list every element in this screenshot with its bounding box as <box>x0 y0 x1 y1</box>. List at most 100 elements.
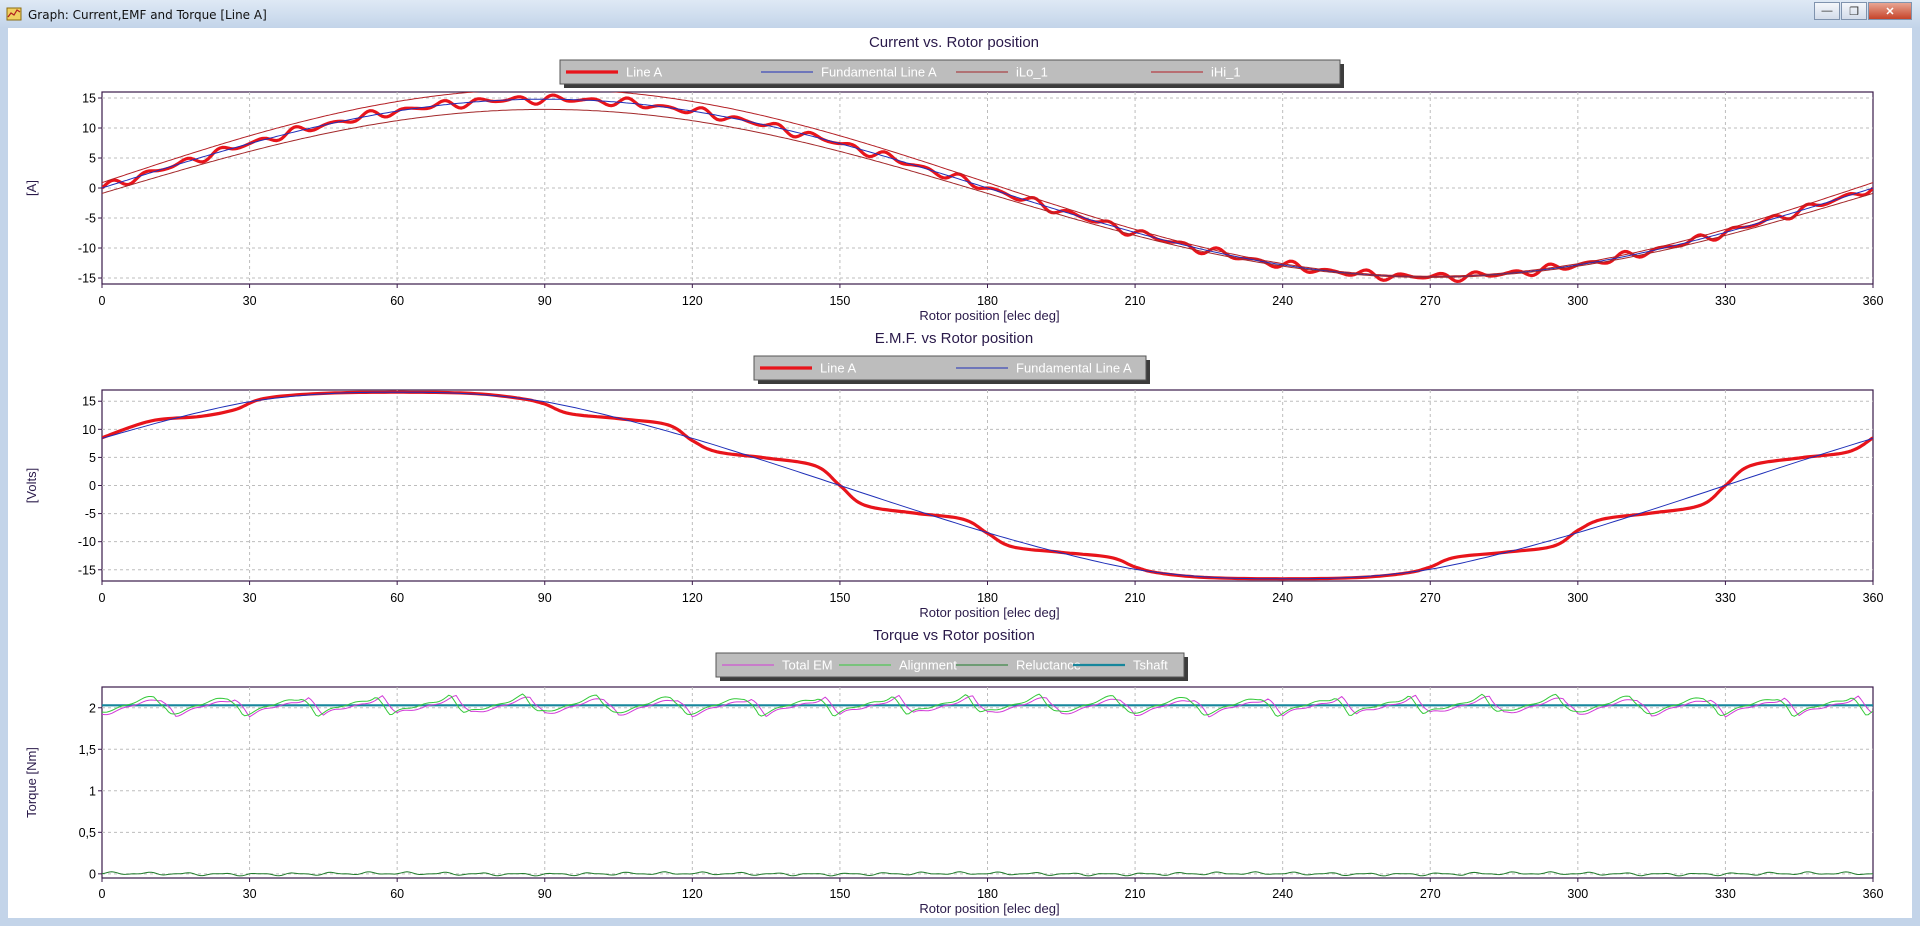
window-controls: — ❐ ✕ <box>1814 2 1912 20</box>
chart-title: Current vs. Rotor position <box>869 34 1039 51</box>
chart-1: Current vs. Rotor position 0 30 60 90 120 150 1… <box>24 34 1883 323</box>
series-line-fundamental-line-a <box>102 391 1873 580</box>
series-group <box>102 693 1873 877</box>
chart-title: E.M.F. vs Rotor position <box>875 330 1033 347</box>
y-axis-label: [Volts] <box>24 468 39 503</box>
x-tick-label: 90 <box>538 887 552 901</box>
y-tick-label: -15 <box>78 272 96 286</box>
series-line-line-a <box>102 390 1873 581</box>
x-tick-label: 150 <box>829 887 850 901</box>
y-axis-label: [A] <box>24 180 39 196</box>
legend-entry: Total EM <box>782 658 833 673</box>
legend-entry: Fundamental Line A <box>1016 361 1132 376</box>
legend-box <box>753 355 1147 381</box>
y-tick-label: 15 <box>82 92 96 106</box>
x-tick-label: 240 <box>1272 591 1293 605</box>
x-tick-label: 330 <box>1715 294 1736 308</box>
chart-2: E.M.F. vs Rotor position 0 30 60 90 120 150 180… <box>24 330 1883 620</box>
legend[interactable]: Line A Fundamental Line A iLo_1 iHi_1 <box>559 59 1344 88</box>
legend[interactable]: Line A Fundamental Line A <box>753 355 1150 384</box>
x-tick-label: 330 <box>1715 591 1736 605</box>
x-tick-label: 240 <box>1272 887 1293 901</box>
series-line-ihi-1 <box>102 92 1873 277</box>
window-frame-left <box>0 28 8 926</box>
x-tick-label: 330 <box>1715 887 1736 901</box>
x-tick-label: 150 <box>829 591 850 605</box>
x-tick-label: 300 <box>1567 591 1588 605</box>
x-tick-label: 270 <box>1420 591 1441 605</box>
x-axis: 0 30 60 90 120 150 180 210 240 270 300 330 360 <box>99 687 1884 901</box>
maximize-icon: ❐ <box>1849 5 1859 18</box>
close-icon: ✕ <box>1885 5 1895 18</box>
x-tick-label: 240 <box>1272 294 1293 308</box>
legend-entry: iHi_1 <box>1211 65 1241 80</box>
x-axis-label: Rotor position [elec deg] <box>919 308 1059 323</box>
legend-entry: Line A <box>820 361 856 376</box>
x-tick-label: 360 <box>1863 887 1884 901</box>
close-button[interactable]: ✕ <box>1868 2 1912 20</box>
graph-app-icon <box>6 7 22 21</box>
x-tick-label: 90 <box>538 294 552 308</box>
series-group <box>102 92 1873 283</box>
y-axis-label: Torque [Nm] <box>24 747 39 818</box>
series-line-ilo-1 <box>102 108 1873 278</box>
x-tick-label: 0 <box>99 294 106 308</box>
y-axis: 15 10 5 0 -5 -10 -15 <box>78 395 1873 577</box>
y-tick-label: 10 <box>82 423 96 437</box>
x-axis: 0 30 60 90 120 150 180 210 240 270 300 330 360 <box>99 390 1884 605</box>
x-tick-label: 0 <box>99 887 106 901</box>
y-tick-label: 5 <box>89 451 96 465</box>
legend-entry: Tshaft <box>1133 658 1168 673</box>
x-tick-label: 120 <box>682 294 703 308</box>
x-tick-label: 90 <box>538 591 552 605</box>
series-line-total-em <box>102 694 1873 718</box>
x-tick-label: 210 <box>1125 887 1146 901</box>
x-tick-label: 300 <box>1567 887 1588 901</box>
x-tick-label: 210 <box>1125 294 1146 308</box>
x-tick-label: 30 <box>243 591 257 605</box>
y-axis: 15 10 5 0 -5 -10 -15 <box>78 92 1873 286</box>
minimize-icon: — <box>1821 5 1833 17</box>
x-axis-label: Rotor position [elec deg] <box>919 605 1059 620</box>
legend-entry: Alignment <box>899 658 957 673</box>
x-tick-label: 270 <box>1420 887 1441 901</box>
window-frame-bottom <box>0 918 1920 926</box>
legend-entry: Line A <box>626 65 662 80</box>
y-tick-label: -15 <box>78 563 96 577</box>
series-line-reluctance <box>102 871 1873 877</box>
chart-title: Torque vs Rotor position <box>873 627 1035 644</box>
y-tick-label: 1,5 <box>79 743 96 757</box>
x-tick-label: 180 <box>977 294 998 308</box>
x-tick-label: 0 <box>99 591 106 605</box>
legend[interactable]: Total EM Alignment Reluctance Tshaft <box>715 652 1188 681</box>
y-tick-label: 1 <box>89 784 96 798</box>
y-tick-label: -10 <box>78 535 96 549</box>
window-frame-right <box>1912 28 1920 926</box>
x-axis-label: Rotor position [elec deg] <box>919 901 1059 916</box>
x-tick-label: 360 <box>1863 591 1884 605</box>
y-tick-label: -10 <box>78 242 96 256</box>
y-tick-label: 0,5 <box>79 826 96 840</box>
y-tick-label: 2 <box>89 701 96 715</box>
series-line-alignment <box>102 693 1873 717</box>
maximize-button[interactable]: ❐ <box>1841 2 1867 20</box>
series-line-fundamental-line-a <box>102 98 1873 278</box>
x-tick-label: 150 <box>829 294 850 308</box>
x-tick-label: 210 <box>1125 591 1146 605</box>
x-tick-label: 270 <box>1420 294 1441 308</box>
x-tick-label: 60 <box>390 591 404 605</box>
x-tick-label: 360 <box>1863 294 1884 308</box>
legend-entry: Reluctance <box>1016 658 1081 673</box>
x-tick-label: 30 <box>243 294 257 308</box>
y-tick-label: 15 <box>82 395 96 409</box>
x-tick-label: 120 <box>682 591 703 605</box>
x-tick-label: 60 <box>390 294 404 308</box>
x-tick-label: 180 <box>977 591 998 605</box>
y-tick-label: 5 <box>89 152 96 166</box>
series-group <box>102 390 1873 581</box>
legend-box <box>559 59 1341 85</box>
minimize-button[interactable]: — <box>1814 2 1840 20</box>
